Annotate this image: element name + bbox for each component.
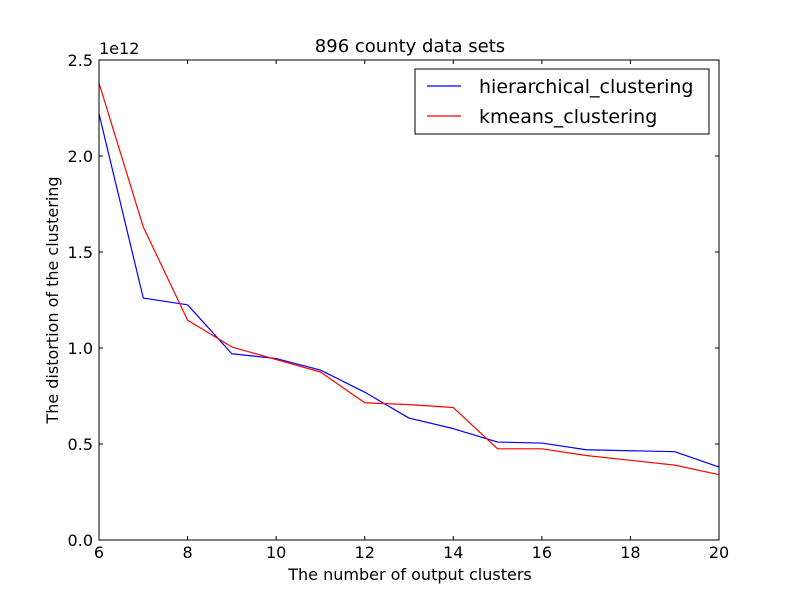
x-tick-label: 18 [620, 543, 640, 562]
legend-label-kmeans-clustering: kmeans_clustering [479, 106, 657, 128]
x-tick-label: 16 [532, 543, 552, 562]
legend-entries: hierarchical_clustering kmeans_clustering [427, 76, 694, 128]
legend-label-hierarchical-clustering: hierarchical_clustering [479, 76, 694, 98]
y-axis-label: The distortion of the clustering [43, 176, 62, 424]
y-tick-label: 1.0 [68, 339, 93, 358]
y-tick-label: 2.0 [68, 147, 93, 166]
y-tick-label: 1.5 [68, 243, 93, 262]
y-tick-label: 2.5 [68, 51, 93, 70]
series-layer [98, 82, 720, 476]
legend: hierarchical_clustering kmeans_clustering [414, 68, 710, 135]
x-tick-label: 8 [182, 543, 192, 562]
y-tick-label: 0.5 [68, 435, 93, 454]
plot-area-frame [98, 59, 720, 541]
x-axis-label: The number of output clusters [287, 565, 532, 584]
chart-title: 896 county data sets [315, 36, 505, 57]
y-axis-offset-label: 1e12 [99, 39, 139, 58]
legend-box [414, 68, 710, 135]
x-tick-label: 6 [94, 543, 104, 562]
series-line-hierarchical-clustering [98, 113, 720, 468]
x-tick-label: 10 [266, 543, 286, 562]
x-tick-label: 12 [355, 543, 375, 562]
y-tick-label: 0.0 [68, 531, 93, 550]
series-line-kmeans-clustering [98, 82, 720, 476]
x-tick-label: 20 [709, 543, 729, 562]
ticks-layer: 6 8 10 12 14 16 18 20 0.0 0.5 1.0 1.5 2.0 2.5 [68, 51, 730, 562]
x-tick-label: 14 [443, 543, 463, 562]
